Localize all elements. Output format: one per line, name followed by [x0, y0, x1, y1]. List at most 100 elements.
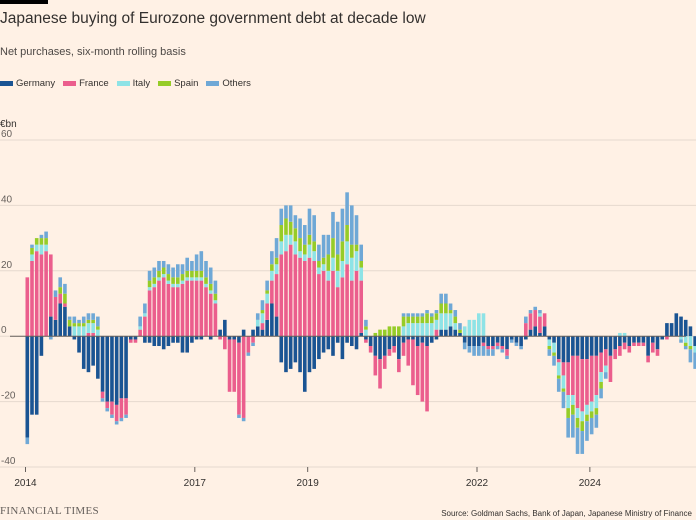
- bar-segment-germany: [133, 336, 138, 340]
- bar-segment-germany: [632, 336, 636, 343]
- bar-segment-france: [415, 346, 420, 396]
- bar-segment-germany: [105, 336, 110, 402]
- bar-segment-france: [128, 339, 133, 343]
- bar-segment-others: [406, 313, 411, 317]
- bar-segment-italy: [599, 372, 603, 382]
- bar-segment-others: [312, 215, 316, 242]
- bar-segment-spain: [439, 303, 443, 314]
- x-tick-label: 2017: [184, 478, 207, 489]
- bar-segment-germany: [514, 336, 519, 343]
- bar-segment-germany: [467, 336, 472, 347]
- bar-segment-france: [505, 349, 509, 356]
- bar-segment-others: [500, 349, 505, 353]
- bar-segment-france: [491, 346, 495, 350]
- bar-segment-spain: [340, 241, 345, 261]
- bars: [25, 192, 696, 454]
- bar-segment-italy: [345, 241, 349, 265]
- bar-segment-others: [274, 238, 279, 258]
- bar-segment-italy: [594, 395, 599, 409]
- bar-segment-others: [105, 408, 110, 412]
- bar-segment-others: [265, 280, 269, 291]
- bar-segment-germany: [655, 336, 660, 350]
- bar-segment-germany: [312, 336, 316, 369]
- bar-segment-france: [190, 280, 194, 337]
- bar-segment-france: [411, 339, 415, 386]
- bar-segment-germany: [335, 336, 340, 343]
- bar-segment-germany: [500, 336, 505, 347]
- bar-segment-others: [279, 208, 284, 226]
- bar-segment-italy: [406, 323, 411, 337]
- bar-segment-others: [241, 417, 246, 422]
- bar-segment-spain: [594, 408, 599, 415]
- bar-segment-italy: [547, 339, 552, 347]
- bar-segment-germany: [208, 336, 213, 340]
- bar-segment-germany: [180, 336, 185, 353]
- bar-segment-germany: [63, 306, 67, 337]
- bar-segment-italy: [429, 323, 434, 337]
- bar-segment-germany: [613, 336, 617, 350]
- bar-segment-germany: [453, 329, 458, 337]
- bar-segment-spain: [213, 293, 218, 301]
- bar-segment-spain: [279, 225, 284, 242]
- bar-segment-germany: [255, 326, 260, 337]
- bar-segment-spain: [147, 280, 152, 288]
- bar-segment-germany: [599, 336, 603, 353]
- bar-segment-italy: [589, 401, 594, 412]
- bar-segment-others: [331, 211, 335, 239]
- bar-segment-spain: [571, 404, 575, 415]
- bar-segment-italy: [194, 277, 199, 281]
- bar-segment-france: [495, 342, 500, 347]
- bar-segment-spain: [312, 241, 316, 252]
- bar-segment-spain: [39, 238, 44, 245]
- bar-segment-others: [251, 342, 255, 347]
- bar-segment-germany: [509, 336, 514, 340]
- legend-item-spain: Spain: [158, 78, 198, 89]
- bar-segment-italy: [138, 326, 142, 330]
- bar-segment-italy: [679, 336, 683, 340]
- bar-segment-spain: [378, 329, 382, 337]
- bar-segment-germany: [232, 336, 237, 340]
- bar-segment-spain: [331, 238, 335, 258]
- bar-segment-italy: [622, 332, 627, 337]
- bar-segment-germany: [618, 336, 622, 347]
- bar-segment-germany: [241, 329, 246, 337]
- bar-segment-germany: [265, 319, 269, 337]
- bar-segment-italy: [312, 251, 316, 261]
- bar-segment-spain: [425, 313, 429, 324]
- bar-segment-spain: [392, 326, 396, 337]
- bar-segment-france: [171, 287, 175, 337]
- bar-segment-others: [509, 339, 514, 343]
- legend-item-others: Others: [206, 78, 251, 89]
- bar-segment-france: [270, 280, 274, 304]
- bar-segment-germany: [72, 336, 77, 340]
- x-tick-label: 2014: [14, 478, 37, 489]
- bar-segment-germany: [166, 336, 171, 347]
- bar-segment-others: [91, 313, 95, 320]
- bar-segment-italy: [425, 323, 429, 337]
- legend-swatch: [116, 81, 130, 86]
- bar-segment-others: [176, 264, 180, 278]
- bar-segment-germany: [415, 336, 420, 347]
- bar-segment-germany: [566, 336, 570, 363]
- bar-segment-italy: [190, 277, 194, 281]
- bar-segment-germany: [448, 326, 453, 337]
- bar-segment-france: [100, 391, 105, 399]
- bar-segment-others: [528, 310, 533, 314]
- bar-segment-france: [143, 316, 147, 337]
- bar-segment-others: [53, 290, 58, 297]
- bar-segment-germany: [223, 319, 227, 337]
- bar-segment-others: [110, 414, 114, 418]
- legend: Germany France Italy Spain Others: [0, 78, 259, 89]
- bar-segment-spain: [72, 323, 77, 327]
- bar-segment-others: [288, 205, 293, 222]
- bar-segment-france: [114, 404, 119, 422]
- bar-segment-others: [354, 215, 359, 245]
- bar-segment-others: [260, 300, 265, 311]
- bar-segment-france: [585, 359, 589, 405]
- bar-segment-others: [603, 372, 608, 379]
- bar-segment-italy: [411, 323, 415, 337]
- bar-segment-spain: [434, 313, 439, 320]
- bar-segment-germany: [86, 336, 91, 373]
- bar-segment-others: [434, 310, 439, 314]
- bar-segment-france: [265, 303, 269, 320]
